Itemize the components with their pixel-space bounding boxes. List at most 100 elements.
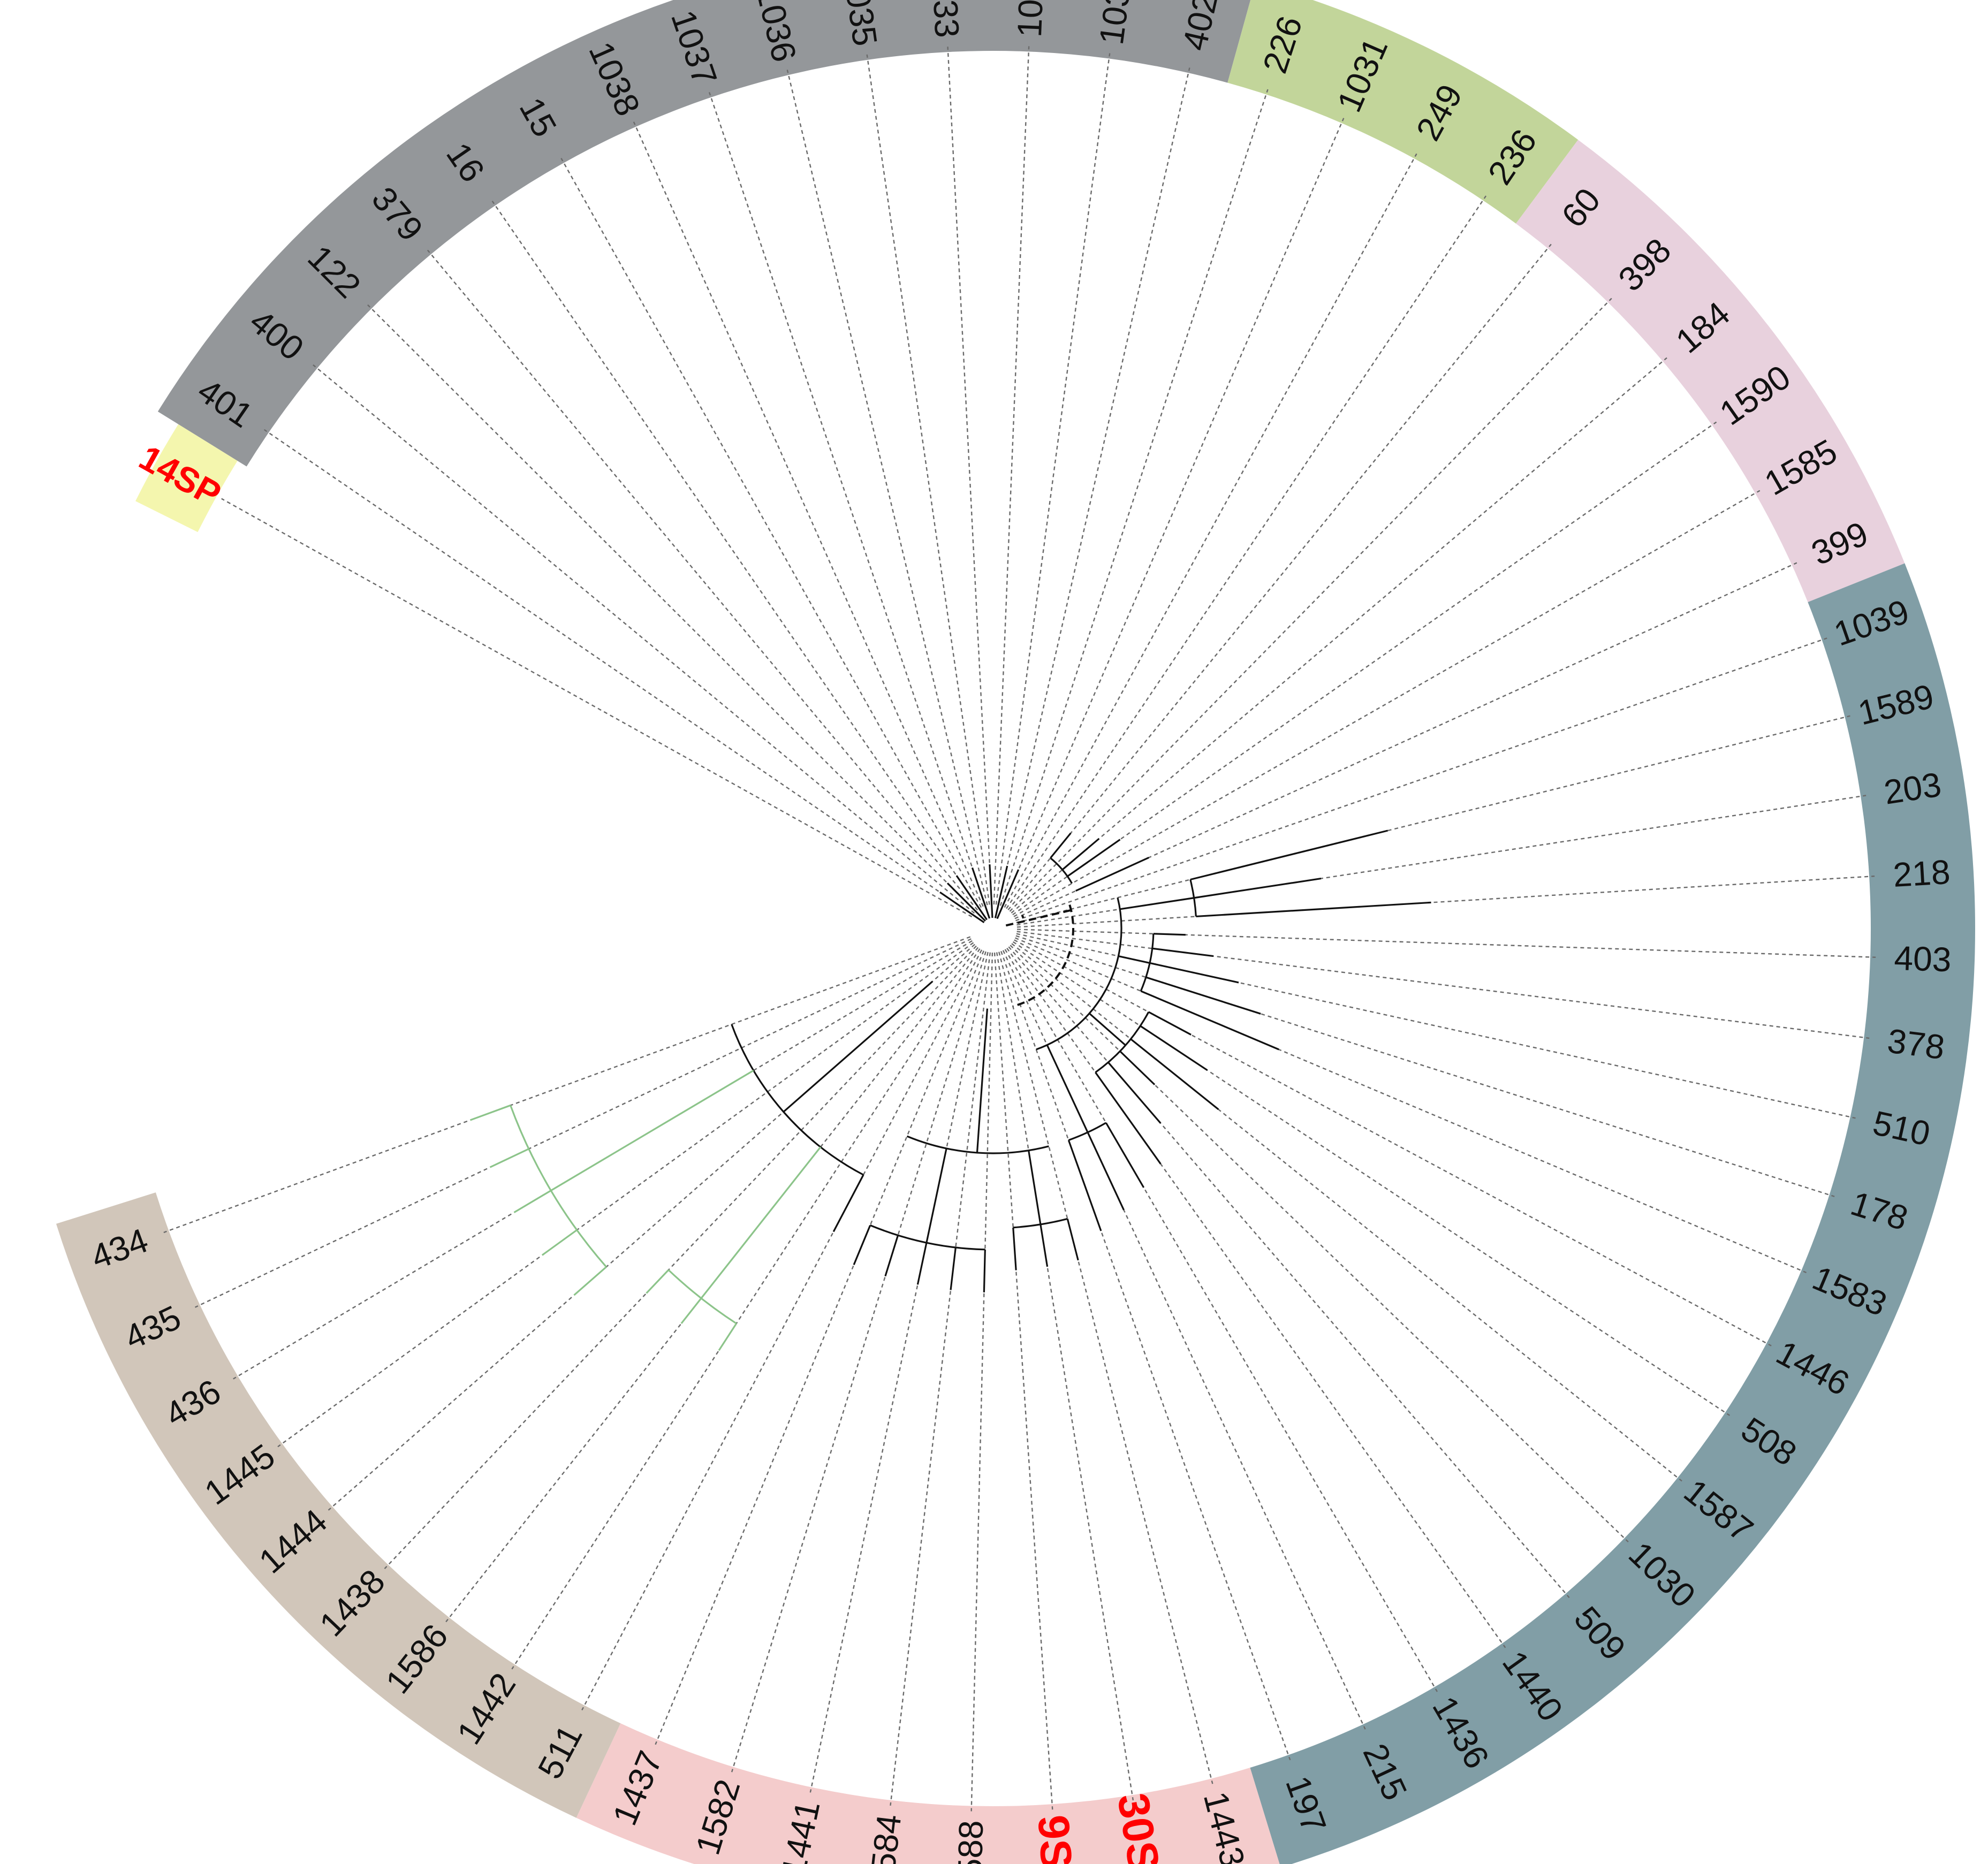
leader-1440 (1006, 947, 1506, 1648)
leader-14SP (221, 498, 973, 918)
leader-1436 (1004, 949, 1438, 1692)
red-tip-1443 (1066, 1219, 1079, 1261)
leader-226 (999, 89, 1269, 906)
spike-16 (955, 875, 988, 920)
leader-434 (163, 936, 971, 1234)
teal-stem-c (1089, 1013, 1126, 1046)
tan-tip-1438 (646, 1269, 670, 1294)
pink-tip-1590 (1067, 839, 1121, 877)
leader-178 (1015, 935, 1835, 1197)
red-tip-1582 (884, 1235, 899, 1277)
leader-218 (1016, 875, 1875, 928)
leader-1443 (998, 952, 1213, 1784)
leader-9SE (993, 952, 1053, 1810)
leader-1582 (731, 951, 987, 1772)
tan-tip-435 (489, 1148, 529, 1168)
pink-tip-184 (1061, 838, 1100, 871)
leader-1033 (947, 47, 992, 905)
teal-tip-1583 (1140, 990, 1279, 1051)
teal-stem-d (1046, 1044, 1089, 1133)
leader-1038 (633, 121, 984, 907)
tan-tip-434 (469, 1104, 511, 1121)
clade-band-green (1227, 0, 1579, 224)
spike-1037 (971, 867, 991, 919)
tan-tip-1442 (718, 1323, 738, 1351)
leader-403 (1016, 929, 1876, 958)
leader-1446 (1014, 939, 1772, 1346)
teal-tip-509 (1107, 1062, 1162, 1124)
clade-band-teal (1250, 563, 1975, 1864)
red-stem (976, 1008, 989, 1153)
teal-tip-508 (1140, 1025, 1208, 1071)
red-tip-30SP (1039, 1224, 1049, 1267)
tip-label-1032: 1032 (1010, 0, 1052, 38)
leader-378 (1016, 931, 1870, 1039)
root-arc-pink (1021, 915, 1025, 918)
teal-tip-403 (1153, 933, 1186, 936)
root-arc-main (1012, 904, 1074, 1008)
leader-398 (1009, 298, 1612, 912)
teal-tip-1436 (1105, 1122, 1145, 1188)
red-tip-1437 (853, 1224, 871, 1266)
leader-1039 (1015, 637, 1827, 922)
clade-band-red (576, 1723, 1280, 1864)
tip-label-9SE: 9SE (1029, 1814, 1083, 1864)
teal-tip-215 (1087, 1132, 1125, 1211)
tan-stem-b (550, 1069, 754, 1192)
tan-tip-436 (513, 1190, 552, 1213)
leader-1035 (866, 54, 990, 905)
pink-tip-399 (1075, 857, 1149, 892)
tan-stem (783, 980, 934, 1113)
red-stem-a (1028, 1150, 1042, 1225)
leader-30SP (996, 952, 1134, 1801)
clade-band-yellow (135, 424, 238, 532)
clade-color-ring (56, 0, 1975, 1864)
leader-249 (1004, 153, 1417, 908)
teal-tip-510 (1149, 962, 1239, 984)
teal-tip-178 (1145, 976, 1261, 1015)
tan-tip-1586 (680, 1297, 702, 1325)
leader-1031 (1001, 118, 1345, 907)
tip-label-378: 378 (1885, 1021, 1947, 1067)
leader-379 (427, 249, 978, 911)
teal-tip-218 (1196, 901, 1431, 918)
clade-band-tan (56, 1192, 621, 1818)
leader-1032 (993, 46, 1030, 905)
teal-stem-b (1118, 955, 1150, 964)
leader-1587 (1011, 943, 1682, 1482)
teal-tip-1446 (1148, 1011, 1192, 1036)
tip-label-1588: 1588 (950, 1820, 990, 1864)
leader-401 (263, 429, 974, 916)
tan-tip-1444 (573, 1266, 607, 1296)
leader-1438 (384, 945, 977, 1570)
pink-arc (1050, 857, 1073, 884)
spike-402 (994, 865, 1008, 918)
leader-1585 (1013, 490, 1761, 917)
spike-122 (946, 882, 986, 922)
leader-511 (581, 949, 983, 1711)
pink-tip-60 (1050, 832, 1072, 859)
leader-509 (1008, 946, 1570, 1599)
leader-400 (313, 364, 975, 914)
leader-435 (194, 938, 972, 1308)
leader-1583 (1014, 937, 1807, 1274)
teal-tip-1030 (1119, 1051, 1156, 1085)
leader-508 (1012, 941, 1731, 1416)
teal-tip-203 (1194, 877, 1322, 899)
teal-stem-a (1120, 897, 1194, 910)
spike-401 (939, 891, 985, 924)
tip-label-1584: 1584 (861, 1812, 908, 1864)
red-tip-1588 (983, 1249, 986, 1292)
tip-label-1033: 1033 (924, 0, 966, 39)
red-tip-9SE (1012, 1227, 1017, 1270)
red-tip-1441 (916, 1242, 928, 1285)
teal-tip-197 (1067, 1139, 1102, 1231)
spike-1031 (996, 869, 1020, 919)
teal-tip-1587 (1130, 1038, 1219, 1110)
leader-1445 (277, 942, 974, 1448)
red-tip-1584 (950, 1247, 957, 1290)
leader-184 (1011, 357, 1667, 914)
tan-stem-a (700, 1146, 822, 1299)
leader-1441 (809, 952, 989, 1793)
leader-197 (1000, 950, 1291, 1761)
